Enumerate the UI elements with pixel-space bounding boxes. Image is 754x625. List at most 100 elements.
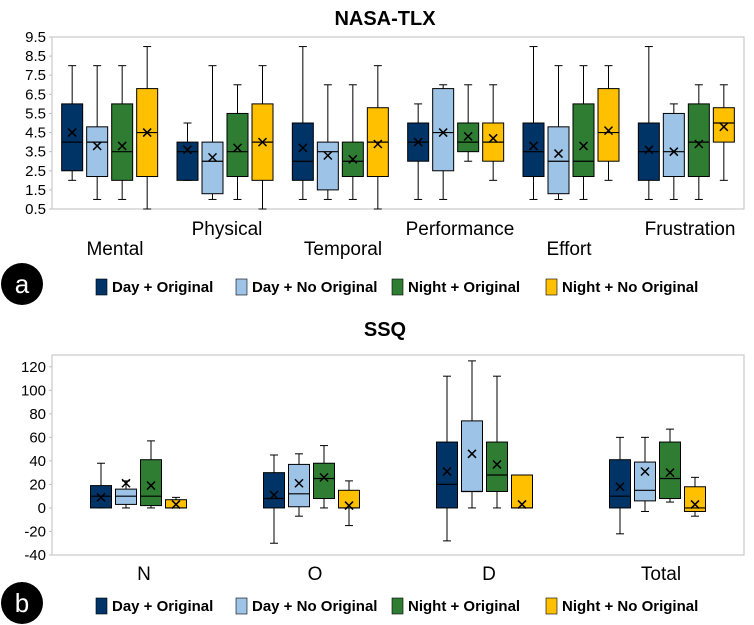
box-night-originalphysical: [226, 84, 249, 200]
box-body: [176, 141, 199, 181]
category-label: Total: [641, 564, 681, 585]
panel-b-badge-label: b: [15, 588, 29, 618]
box-night-originaln: [140, 440, 162, 509]
category-label: O: [308, 564, 323, 585]
box-day-originalo: [263, 454, 285, 544]
box-night-no-originalfrustration: [712, 84, 735, 181]
box-day-originaltotal: [609, 436, 631, 535]
box-body: [61, 103, 84, 172]
y-tick-label: 100: [21, 382, 46, 399]
box-day-no-originalmental: [86, 65, 109, 200]
mean-marker: [492, 459, 502, 469]
mean-marker: [232, 143, 243, 153]
box-body: [291, 122, 314, 181]
mean-marker: [690, 499, 700, 509]
panel-a: NASA-TLX 9.58.57.56.55.54.53.52.51.50.5 …: [1, 8, 745, 305]
mean-marker: [528, 141, 539, 151]
box-body: [712, 107, 735, 143]
mean-marker: [517, 499, 527, 509]
legend-swatch: [95, 278, 108, 296]
category-label: Effort: [546, 239, 592, 260]
box-day-originalmental: [61, 65, 84, 181]
y-tick-label: 5.5: [25, 105, 46, 122]
mean-marker: [553, 149, 564, 159]
panel-a-legend: Day + Original Day + No Original Night + O…: [95, 278, 698, 296]
box-body: [226, 112, 249, 178]
y-tick-label: 1.5: [25, 182, 46, 199]
box-body: [522, 122, 545, 178]
mean-marker: [294, 478, 304, 488]
mean-marker: [463, 131, 473, 141]
y-tick-label: -20: [24, 523, 46, 540]
box-day-no-originaln: [115, 478, 137, 509]
mean-marker: [182, 145, 193, 155]
legend-label: Day + Original: [112, 279, 213, 296]
box-night-no-originalo: [338, 480, 360, 527]
box-day-no-originald: [461, 360, 483, 509]
legend-label: Day + No Original: [252, 598, 377, 615]
y-tick-label: 80: [29, 406, 46, 423]
mean-marker: [615, 482, 625, 492]
panel-a-boxes: [61, 46, 735, 210]
box-night-originalmental: [111, 65, 134, 200]
box-body: [461, 420, 483, 492]
y-tick-label: 0.5: [25, 201, 46, 218]
legend-label: Day + No Original: [252, 279, 377, 296]
box-night-no-originalphysical: [251, 65, 274, 210]
legend-swatch: [235, 278, 248, 296]
panel-a-y-axis: 9.5 8.5 7.5 6.5 5.5 4.5 3.5 2.5 1.5 0.5: [25, 29, 52, 218]
y-tick-label: 20: [29, 476, 46, 493]
box-night-no-originaltemporal: [366, 65, 389, 210]
box-night-originalo: [313, 445, 335, 509]
legend-label: Night + No Original: [562, 598, 698, 615]
mean-marker: [413, 137, 423, 147]
box-night-originaleffort: [572, 65, 595, 200]
box-day-originalperformance: [407, 103, 430, 200]
mean-marker: [67, 128, 77, 138]
box-body: [659, 441, 681, 500]
panel-b: SSQ 120 100 80 60 40 20 0 -20 -40 N O D Total b Day…: [1, 319, 745, 624]
box-day-originald: [436, 375, 458, 542]
mean-marker: [438, 128, 448, 138]
panel-a-category-labels: Mental Physical Temporal Performance Effort F…: [86, 219, 735, 260]
box-night-no-originald: [511, 474, 533, 509]
mean-marker: [142, 128, 152, 138]
legend-label: Night + No Original: [562, 279, 698, 296]
legend-swatch: [545, 278, 558, 296]
y-tick-label: 2.5: [25, 163, 46, 180]
y-tick-label: 40: [29, 453, 46, 470]
mean-marker: [603, 126, 614, 136]
box-body: [634, 461, 656, 502]
panel-b-boxes: [90, 360, 706, 544]
mean-marker: [578, 141, 589, 151]
legend-swatch: [235, 597, 248, 615]
mean-marker: [171, 499, 181, 509]
legend-swatch: [391, 278, 404, 296]
y-tick-label: 4.5: [25, 125, 46, 142]
mean-marker: [146, 481, 156, 491]
legend-label: Night + Original: [408, 279, 520, 296]
mean-marker: [640, 466, 650, 477]
legend-swatch: [545, 597, 558, 615]
mean-marker: [467, 449, 477, 459]
mean-marker: [644, 145, 654, 155]
box-night-originaltemporal: [341, 84, 364, 200]
mean-marker: [117, 141, 127, 151]
box-day-originaltemporal: [291, 46, 314, 200]
panel-a-badge: a: [1, 263, 43, 305]
y-tick-label: 0: [38, 500, 46, 517]
mean-marker: [344, 501, 354, 511]
box-body: [609, 459, 631, 509]
mean-marker: [373, 139, 383, 149]
panel-b-legend: Day + Original Day + No Original Night + O…: [95, 597, 698, 615]
box-night-no-originalperformance: [482, 84, 505, 181]
mean-marker: [92, 141, 102, 151]
box-body: [597, 88, 620, 162]
box-body: [86, 126, 109, 178]
box-body: [201, 141, 224, 195]
panel-b-badge-circle: [1, 582, 43, 624]
mean-marker: [694, 139, 704, 149]
category-label: Temporal: [304, 239, 382, 260]
mean-marker: [207, 152, 218, 162]
mean-marker: [669, 147, 679, 157]
